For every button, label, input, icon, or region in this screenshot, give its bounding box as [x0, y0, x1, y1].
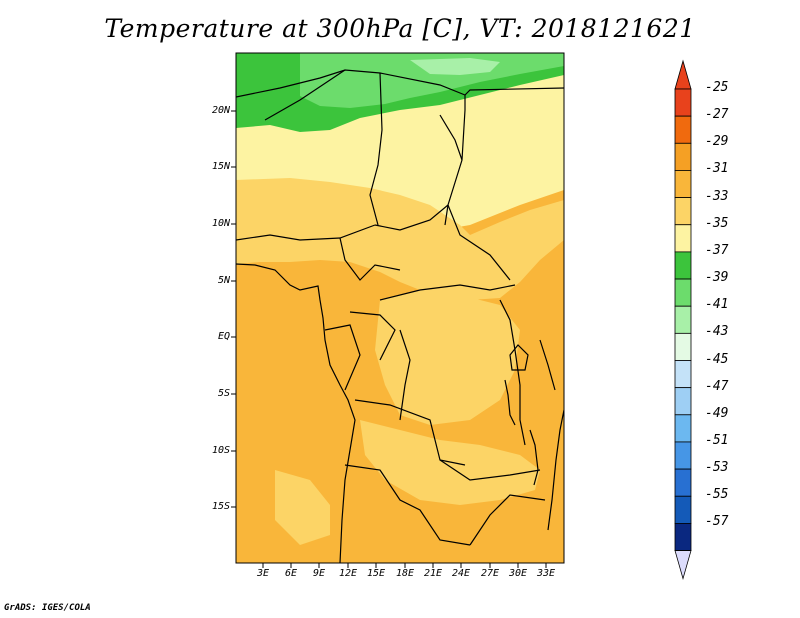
colorbar-label: -47	[705, 378, 729, 394]
lat-label-10s: 10S	[211, 445, 230, 456]
colorbar-swatch	[674, 115, 692, 144]
map-frame	[235, 52, 565, 564]
yellow-patch-southwest	[275, 470, 330, 545]
colorbar-top-triangle	[674, 59, 692, 90]
lon-label-3e: 3E	[256, 568, 270, 579]
colorbar-label: -37	[705, 242, 729, 258]
map-title: Temperature at 300hPa [C], VT: 201812162…	[104, 14, 696, 43]
lat-label-20n: 20N	[211, 105, 230, 116]
colorbar-swatch	[674, 88, 692, 117]
lat-label-15n: 15N	[211, 161, 230, 172]
colorbar-swatch	[674, 332, 692, 361]
colorbar-swatch	[674, 251, 692, 280]
lon-label-18e: 18E	[395, 568, 415, 579]
colorbar-swatch	[674, 305, 692, 334]
lon-label-15e: 15E	[366, 568, 386, 579]
lon-label-21e: 21E	[423, 568, 443, 579]
lon-label-30e: 30E	[508, 568, 528, 579]
colorbar-swatch	[674, 468, 692, 497]
colorbar-label: -31	[705, 161, 729, 177]
lon-label-24e: 24E	[451, 568, 471, 579]
colorbar-swatch	[674, 523, 692, 551]
colorbar-swatch	[674, 278, 692, 307]
lon-label-33e: 33E	[536, 568, 556, 579]
lon-label-6e: 6E	[284, 568, 298, 579]
lat-ticks	[231, 110, 236, 508]
colorbar-swatch	[674, 387, 692, 416]
yellow-band-north	[236, 178, 564, 300]
colorbar-swatch	[674, 224, 692, 253]
colorbar-label: -49	[705, 405, 729, 421]
colorbar-swatch	[674, 414, 692, 443]
colorbar	[674, 59, 692, 581]
lon-label-12e: 12E	[338, 568, 358, 579]
lon-label-9e: 9E	[312, 568, 326, 579]
colorbar-label: -27	[705, 107, 729, 123]
colorbar-label: -45	[705, 351, 729, 367]
lat-label-5n: 5N	[217, 275, 230, 286]
colorbar-swatch	[674, 170, 692, 198]
lat-label-10n: 10N	[211, 218, 230, 229]
green-light-patch	[410, 58, 500, 75]
colorbar-swatch	[674, 360, 692, 389]
lakes	[504, 344, 539, 486]
country-borders	[236, 69, 564, 546]
colorbar-swatch	[674, 197, 692, 226]
colorbar-label: -25	[705, 80, 729, 95]
colorbar-label: -33	[705, 188, 729, 204]
colorbar-label: -43	[705, 324, 729, 340]
coastline	[236, 263, 564, 563]
lat-label-5s: 5S	[217, 388, 230, 399]
colorbar-label: -57	[705, 514, 729, 530]
lon-label-27e: 27E	[480, 568, 500, 579]
green-mid-band	[300, 53, 564, 108]
colorbar-label: -41	[705, 297, 729, 313]
colorbar-label: -51	[705, 432, 729, 448]
colorbar-label: -53	[705, 460, 729, 476]
yellow-patch-congo	[375, 290, 520, 425]
colorbar-label: -55	[705, 487, 729, 503]
lon-ticks	[262, 563, 547, 568]
colorbar-label: -39	[705, 270, 729, 286]
colorbar-swatch	[674, 142, 692, 171]
colorbar-label: -29	[705, 134, 729, 150]
colorbar-label: -35	[705, 215, 729, 231]
lat-label-eq: EQ	[217, 331, 230, 342]
lat-label-15s: 15S	[211, 501, 230, 512]
colorbar-swatch	[674, 495, 692, 524]
colorbar-bottom-triangle	[674, 550, 692, 581]
grads-credit: GrADS: IGES/COLA	[4, 603, 91, 613]
colorbar-swatch	[674, 441, 692, 470]
